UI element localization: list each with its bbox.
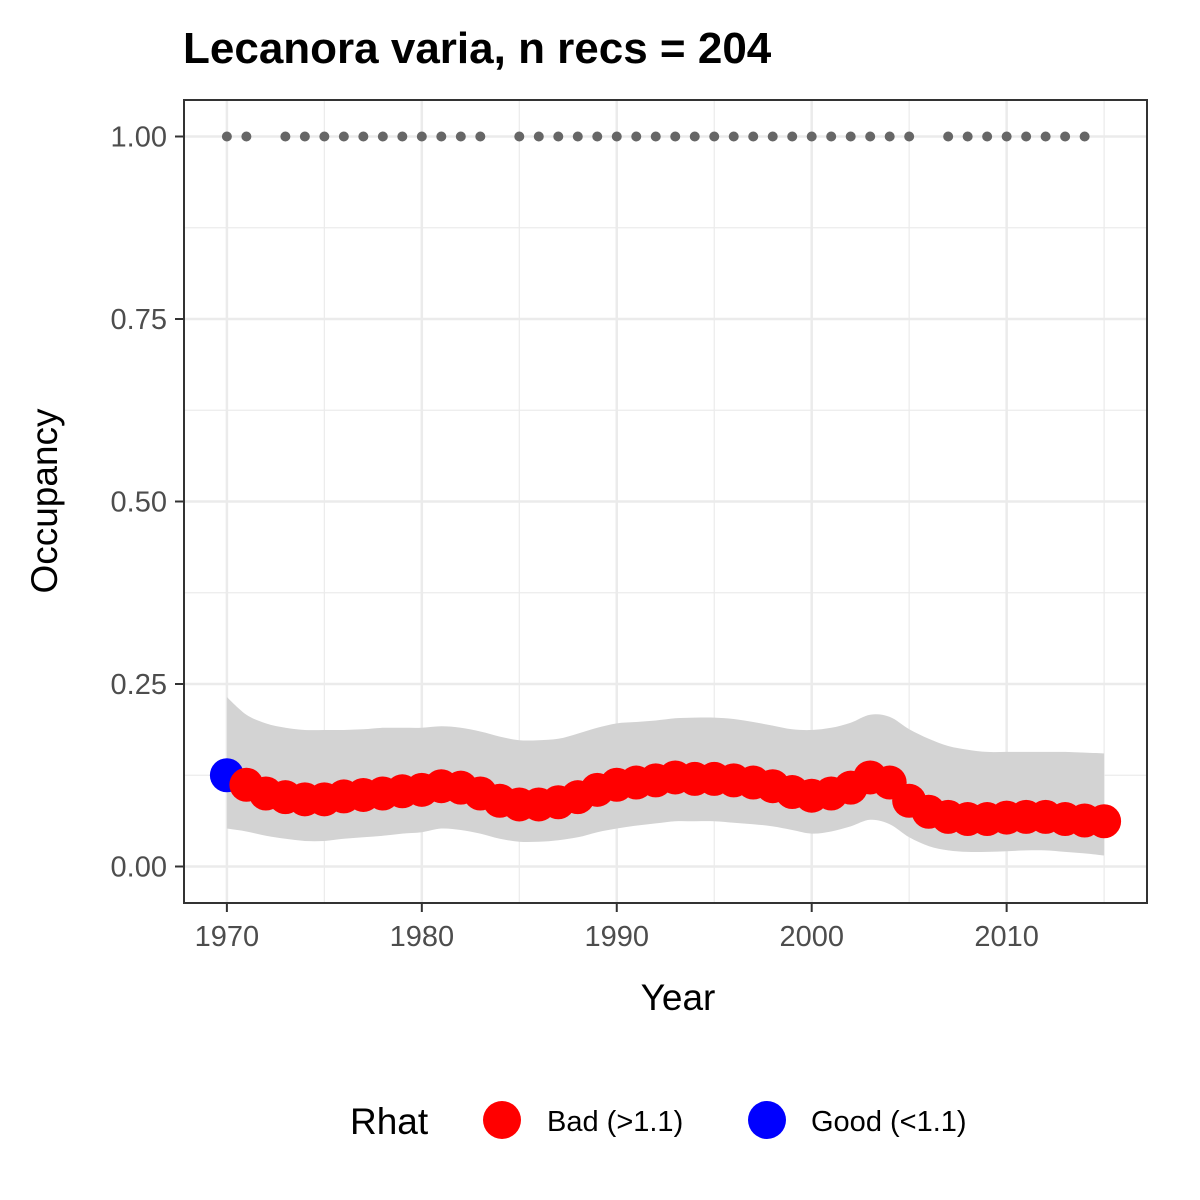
record-dot	[1060, 131, 1071, 142]
x-tick-label: 2010	[974, 921, 1039, 953]
record-dot	[553, 131, 564, 142]
record-dot	[533, 131, 544, 142]
legend-label-good: Good (<1.1)	[811, 1106, 967, 1138]
record-dot	[845, 131, 856, 142]
y-axis-title: Occupancy	[24, 408, 65, 594]
record-dot	[631, 131, 642, 142]
occupancy-points	[209, 758, 1122, 839]
y-tick-label: 1.00	[111, 122, 167, 154]
record-dot	[319, 131, 330, 142]
record-dot	[904, 131, 915, 142]
record-dot	[358, 131, 369, 142]
plot-panel	[183, 99, 1148, 904]
x-tick-label: 1970	[195, 921, 260, 953]
record-dot	[299, 131, 310, 142]
legend-key-good	[748, 1101, 786, 1139]
record-dot	[962, 131, 973, 142]
record-dot	[884, 131, 895, 142]
record-dot	[1021, 131, 1032, 142]
point-bad	[1087, 804, 1122, 839]
record-dot	[670, 131, 681, 142]
legend-title: Rhat	[350, 1101, 429, 1142]
record-dot	[280, 131, 291, 142]
y-tick-label: 0.50	[111, 487, 167, 519]
record-dot	[943, 131, 954, 142]
record-dot	[826, 131, 837, 142]
legend: Rhat Bad (>1.1) Good (<1.1)	[350, 1101, 967, 1142]
record-dot	[982, 131, 993, 142]
record-dot	[241, 131, 252, 142]
x-tick-label: 1990	[585, 921, 650, 953]
record-dot	[397, 131, 408, 142]
y-tick-label: 0.75	[111, 304, 167, 336]
legend-key-bad	[483, 1101, 521, 1139]
record-dot	[572, 131, 583, 142]
record-dot	[650, 131, 661, 142]
record-dot	[475, 131, 486, 142]
record-dot	[1040, 131, 1051, 142]
record-dot	[1079, 131, 1090, 142]
record-dot	[787, 131, 798, 142]
chart-title: Lecanora varia, n recs = 204	[183, 24, 772, 73]
record-dot	[611, 131, 622, 142]
record-dot	[592, 131, 603, 142]
record-dot	[748, 131, 759, 142]
record-dot	[709, 131, 720, 142]
axes: 1970 1980 1990 2000 2010 0.00 0.25 0.50 0.75 1.00	[111, 122, 1039, 954]
legend-label-bad: Bad (>1.1)	[547, 1106, 683, 1138]
record-dot	[455, 131, 466, 142]
x-tick-label: 1980	[390, 921, 455, 953]
record-dot	[436, 131, 447, 142]
record-dot	[689, 131, 700, 142]
y-tick-label: 0.00	[111, 852, 167, 884]
record-years-dots	[221, 131, 1090, 142]
record-dot	[1001, 131, 1012, 142]
record-dot	[865, 131, 876, 142]
record-dot	[514, 131, 525, 142]
record-dot	[728, 131, 739, 142]
record-dot	[377, 131, 388, 142]
record-dot	[806, 131, 817, 142]
record-dot	[338, 131, 349, 142]
record-dot	[221, 131, 232, 142]
x-tick-label: 2000	[779, 921, 844, 953]
record-dot	[416, 131, 427, 142]
y-tick-label: 0.25	[111, 669, 167, 701]
record-dot	[767, 131, 778, 142]
x-axis-title: Year	[641, 977, 716, 1018]
